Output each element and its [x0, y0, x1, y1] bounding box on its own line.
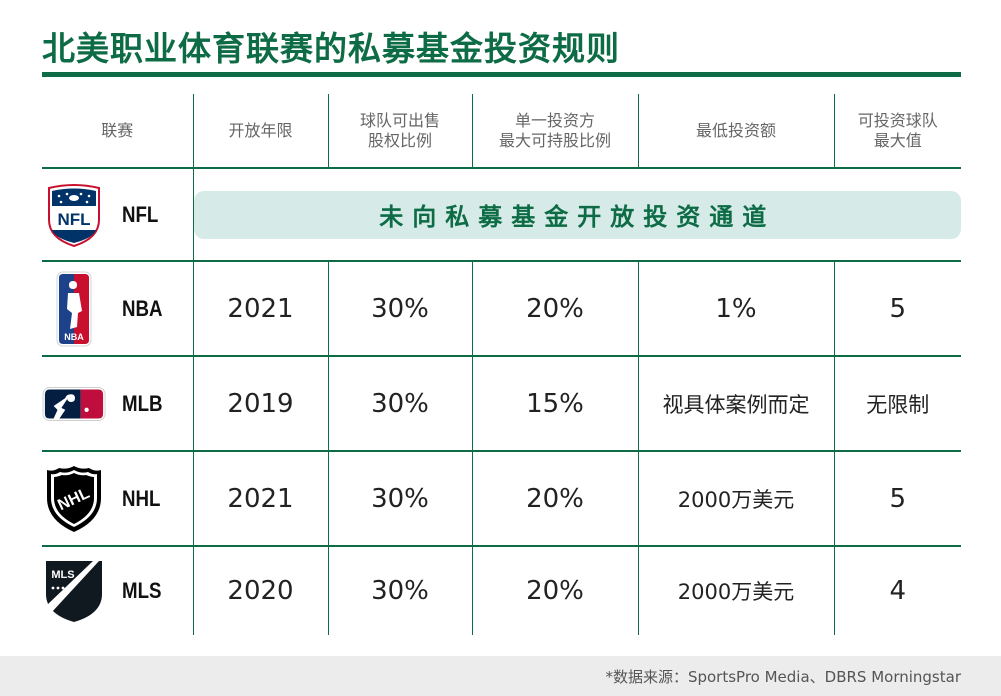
mls-crest-icon: MLS — [42, 558, 106, 624]
league-cell: NBA NBA — [42, 261, 193, 356]
league-cell: MLS MLS — [42, 546, 193, 635]
svg-text:MLS: MLS — [51, 569, 74, 581]
single-max-cell: 20% — [471, 451, 638, 546]
table-row: NFL NFL 未向私募基金开放投资通道 — [42, 168, 961, 261]
league-name: NBA — [122, 295, 163, 321]
league-name: MLS — [122, 578, 162, 603]
table-row: MLS MLS 2020 30% 20% 2000万美元 4 — [42, 546, 961, 635]
min-invest-cell: 视具体案例而定 — [637, 356, 834, 451]
header-league: 联赛 — [101, 120, 134, 140]
header-opened: 开放年限 — [192, 94, 328, 168]
header-min-invest: 最低投资额 — [637, 94, 834, 168]
header-single-line2: 最大可持股比例 — [498, 130, 611, 150]
table-row: MLB 2019 30% 15% 视具体案例而定 无限制 — [42, 356, 961, 451]
page-title: 北美职业体育联赛的私募基金投资规则 — [42, 29, 620, 68]
footer-bar: *数据来源：SportsPro Media、DBRS Morningstar — [0, 656, 1001, 696]
nba-logo-icon: NBA — [42, 271, 106, 346]
header-sell-line1: 球队可出售 — [359, 110, 440, 130]
league-cell: MLB — [42, 356, 193, 451]
year-cell: 2019 — [192, 356, 328, 451]
league-name: NFL — [122, 201, 159, 227]
header-max-line2: 最大值 — [873, 130, 922, 150]
header-sell-ratio: 球队可出售 股权比例 — [327, 94, 472, 168]
league-name: NHL — [122, 485, 161, 511]
rules-table: 联赛 开放年限 球队可出售 股权比例 单一投资方 最大可持股比例 最低投资额 可… — [42, 94, 961, 635]
min-invest-cell: 1% — [637, 261, 834, 356]
sell-ratio-cell: 30% — [327, 356, 472, 451]
min-invest-cell: 2000万美元 — [637, 546, 834, 635]
header-row: 联赛 开放年限 球队可出售 股权比例 单一投资方 最大可持股比例 最低投资额 可… — [42, 94, 961, 168]
max-teams-cell: 5 — [833, 261, 961, 356]
sell-ratio-cell: 30% — [327, 451, 472, 546]
league-cell: NFL NFL — [42, 168, 193, 261]
svg-text:NFL: NFL — [57, 210, 90, 229]
single-max-cell: 20% — [471, 261, 638, 356]
sell-ratio-cell: 30% — [327, 261, 472, 356]
year-cell: 2021 — [192, 451, 328, 546]
nhl-shield-icon: NHL — [42, 465, 106, 532]
not-open-banner: 未向私募基金开放投资通道 — [193, 190, 961, 239]
mlb-logo-icon — [42, 371, 106, 437]
max-teams-cell: 无限制 — [833, 356, 961, 451]
sell-ratio-cell: 30% — [327, 546, 472, 635]
max-teams-cell: 5 — [833, 451, 961, 546]
nfl-banner-cell: 未向私募基金开放投资通道 — [192, 168, 961, 261]
league-name: MLB — [122, 390, 163, 416]
min-invest-cell: 2000万美元 — [637, 451, 834, 546]
max-teams-cell: 4 — [833, 546, 961, 635]
table-row: NBA NBA 2021 30% 20% 1% 5 — [42, 261, 961, 356]
single-max-cell: 20% — [471, 546, 638, 635]
year-cell: 2020 — [192, 546, 328, 635]
table-row: NHL NHL 2021 30% 20% 2000万美元 5 — [42, 451, 961, 546]
header-max-line1: 可投资球队 — [857, 110, 938, 130]
source-note: *数据来源：SportsPro Media、DBRS Morningstar — [605, 668, 961, 686]
nfl-shield-icon: NFL — [42, 182, 106, 248]
header-single-max: 单一投资方 最大可持股比例 — [471, 94, 638, 168]
header-single-line1: 单一投资方 — [514, 110, 595, 130]
header-sell-line2: 股权比例 — [367, 130, 432, 150]
year-cell: 2021 — [192, 261, 328, 356]
svg-text:NBA: NBA — [64, 332, 84, 342]
title-underline — [42, 72, 961, 77]
single-max-cell: 15% — [471, 356, 638, 451]
league-cell: NHL NHL — [42, 451, 193, 546]
header-max-teams: 可投资球队 最大值 — [833, 94, 961, 168]
